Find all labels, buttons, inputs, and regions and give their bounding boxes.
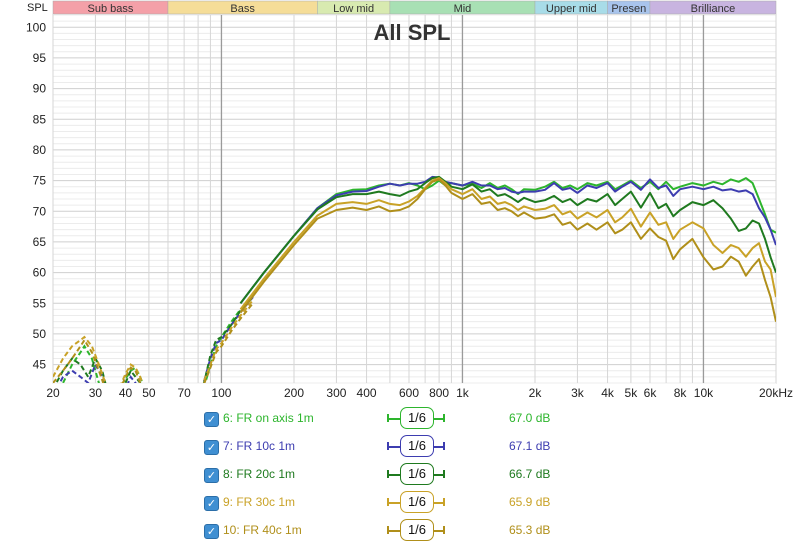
smoothing-value: 1/6 [400, 435, 434, 457]
series-checkbox[interactable]: ✓ [204, 524, 219, 539]
band-bar: Sub bass Bass Low mid Mid Upper mid Presen Bri… [52, 0, 777, 15]
x-tick-label: 5k [625, 386, 639, 400]
y-tick-label: 60 [33, 266, 47, 280]
smoothing-tick-left [387, 498, 389, 506]
series-level: 66.7 dB [509, 467, 551, 481]
series-name: 7: FR 10c 1m [223, 439, 296, 453]
smoothing-control[interactable]: 1/6 [387, 491, 445, 513]
series-level: 65.9 dB [509, 495, 551, 509]
smoothing-value: 1/6 [400, 407, 434, 429]
band-label: Sub bass [88, 3, 134, 15]
series-4-line [239, 178, 776, 322]
series-level: 65.3 dB [509, 523, 551, 537]
legend-row: ✓ 6: FR on axis 1m 1/6 67.0 dB [204, 407, 604, 435]
band-label: Low mid [333, 3, 374, 15]
x-tick-label: 8k [674, 386, 688, 400]
x-tick-label: 3k [571, 386, 585, 400]
x-tick-label: 70 [177, 386, 191, 400]
smoothing-tick-right [443, 526, 445, 534]
x-tick-label: 2k [529, 386, 543, 400]
series-lines [53, 175, 776, 383]
legend: ✓ 6: FR on axis 1m 1/6 67.0 dB ✓ 7: FR 10c 1m… [204, 407, 604, 547]
series-2-line [239, 175, 776, 304]
x-tick-label: 30 [89, 386, 103, 400]
series-name: 9: FR 30c 1m [223, 495, 296, 509]
legend-row: ✓ 10: FR 40c 1m 1/6 65.3 dB [204, 519, 604, 547]
y-tick-label: 90 [33, 82, 47, 96]
smoothing-tick-left [387, 470, 389, 478]
series-name: 6: FR on axis 1m [223, 411, 314, 425]
chart-title: All SPL [373, 20, 450, 45]
series-level: 67.1 dB [509, 439, 551, 453]
series-checkbox[interactable]: ✓ [204, 468, 219, 483]
series-name: 8: FR 20c 1m [223, 467, 296, 481]
y-tick-label: 95 [33, 51, 47, 65]
y-tick-label: 55 [33, 296, 47, 310]
legend-row: ✓ 7: FR 10c 1m 1/6 67.1 dB [204, 435, 604, 463]
band-label: Presen [611, 3, 646, 15]
x-tick-label: 20 [46, 386, 60, 400]
smoothing-value: 1/6 [400, 463, 434, 485]
smoothing-tick-right [443, 498, 445, 506]
legend-row: ✓ 9: FR 30c 1m 1/6 65.9 dB [204, 491, 604, 519]
x-tick-label: 6k [644, 386, 658, 400]
band-label: Mid [454, 3, 472, 15]
smoothing-value: 1/6 [400, 491, 434, 513]
series-3-rise-dashed [202, 299, 254, 383]
x-tick-label: 200 [284, 386, 304, 400]
series-4-rise-dashed [203, 302, 254, 383]
spl-chart: Sub bass Bass Low mid Mid Upper mid Presen Bri… [26, 0, 793, 400]
band-label: Upper mid [546, 3, 597, 15]
smoothing-control[interactable]: 1/6 [387, 519, 445, 541]
series-checkbox[interactable]: ✓ [204, 412, 219, 427]
x-tick-label: 10k [694, 386, 714, 400]
series-name: 10: FR 40c 1m [223, 523, 302, 537]
smoothing-tick-left [387, 414, 389, 422]
smoothing-control[interactable]: 1/6 [387, 407, 445, 429]
y-tick-label: 65 [33, 235, 47, 249]
x-tick-label: 20kHz [759, 386, 793, 400]
smoothing-tick-right [443, 470, 445, 478]
series-checkbox[interactable]: ✓ [204, 440, 219, 455]
series-1-line [239, 175, 776, 304]
smoothing-value: 1/6 [400, 519, 434, 541]
smoothing-tick-right [443, 414, 445, 422]
y-tick-label: 70 [33, 204, 47, 218]
y-axis-label: SPL [27, 2, 48, 14]
legend-row: ✓ 8: FR 20c 1m 1/6 66.7 dB [204, 463, 604, 491]
smoothing-control[interactable]: 1/6 [387, 435, 445, 457]
y-tick-label: 50 [33, 327, 47, 341]
x-tick-label: 300 [326, 386, 346, 400]
y-tick-label: 80 [33, 143, 47, 157]
series-level: 67.0 dB [509, 411, 551, 425]
series-3-low-dashed [53, 335, 144, 383]
smoothing-control[interactable]: 1/6 [387, 463, 445, 485]
series-checkbox[interactable]: ✓ [204, 496, 219, 511]
y-tick-labels: 45 50 55 60 65 70 75 80 85 90 95 100 [26, 20, 46, 371]
series-0-low-dashed [61, 344, 144, 383]
x-tick-label: 600 [399, 386, 419, 400]
y-tick-label: 85 [33, 112, 47, 126]
y-tick-label: 100 [26, 20, 46, 34]
smoothing-tick-right [443, 442, 445, 450]
x-tick-label: 50 [142, 386, 156, 400]
band-label: Brilliance [691, 3, 736, 15]
smoothing-tick-left [387, 442, 389, 450]
y-tick-label: 75 [33, 174, 47, 188]
series-1-low-dashed [58, 362, 137, 383]
x-tick-label: 400 [357, 386, 377, 400]
x-tick-label: 40 [119, 386, 133, 400]
x-tick-labels: 20 30 40 50 70 100 200 300 400 600 800 1k 2k 3k 4k 5k 6k… [46, 386, 793, 400]
x-tick-label: 4k [601, 386, 615, 400]
x-tick-label: 800 [429, 386, 449, 400]
band-6 [649, 0, 777, 15]
series-2-rise-dashed [202, 296, 254, 383]
x-tick-label: 1k [456, 386, 470, 400]
grid [52, 14, 777, 384]
x-tick-label: 100 [211, 386, 231, 400]
y-tick-label: 45 [33, 358, 47, 372]
series-3-line [239, 177, 776, 311]
band-label: Bass [230, 3, 255, 15]
smoothing-tick-left [387, 526, 389, 534]
